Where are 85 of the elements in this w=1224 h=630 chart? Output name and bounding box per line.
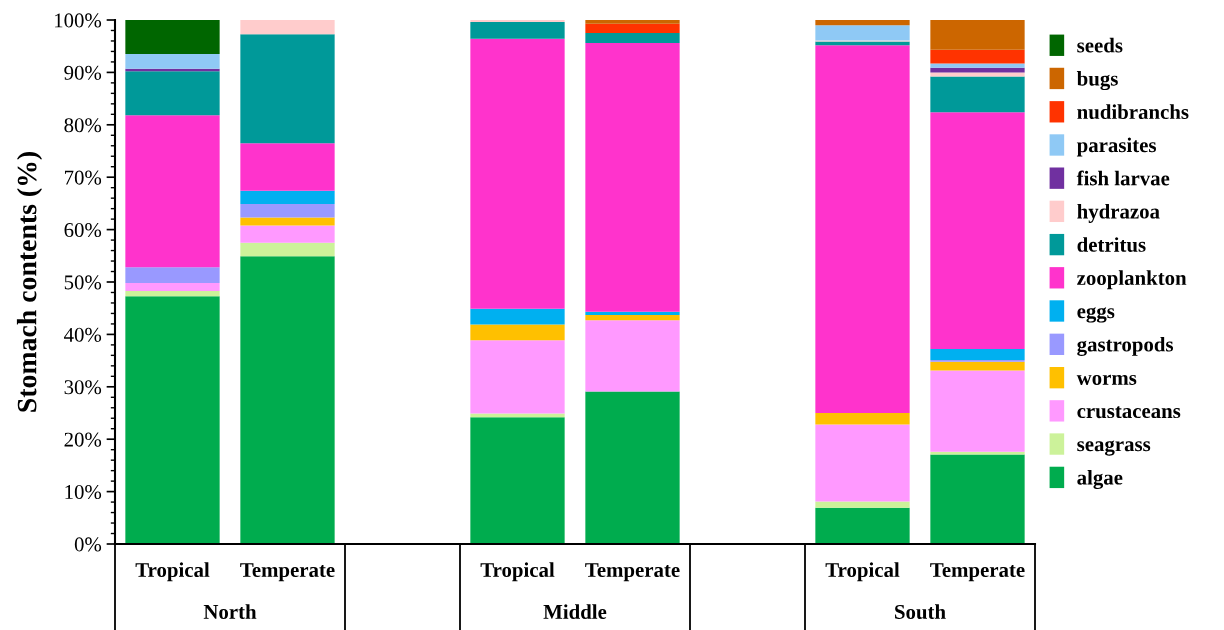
bar bbox=[930, 72, 1025, 77]
legend-label: eggs bbox=[1077, 307, 1115, 323]
x-tick-label: Tropical bbox=[480, 562, 555, 582]
x-tick-label: Tropical bbox=[825, 562, 900, 582]
x-tick-label: Temperate bbox=[240, 563, 335, 582]
bar bbox=[930, 349, 1025, 361]
y-tick-label: 80% bbox=[64, 118, 102, 133]
bar bbox=[585, 311, 680, 316]
bar bbox=[815, 25, 910, 41]
bar bbox=[240, 242, 335, 257]
y-axis-title: Stomach contents (%) bbox=[16, 152, 43, 412]
legend-label: detritus bbox=[1077, 237, 1146, 252]
legend-label: zooplankton bbox=[1077, 270, 1187, 290]
x-tick-label: Tropical bbox=[135, 562, 210, 582]
bar bbox=[585, 315, 680, 321]
bar bbox=[815, 507, 910, 544]
bar bbox=[470, 38, 565, 309]
legend-label: nudibranchs bbox=[1077, 104, 1189, 120]
bar bbox=[470, 22, 565, 39]
bar bbox=[240, 190, 335, 204]
y-tick-label: 10% bbox=[65, 484, 102, 500]
bar bbox=[125, 267, 220, 284]
bar bbox=[240, 34, 335, 144]
x-tick-label: Temperate bbox=[585, 563, 680, 582]
text: North bbox=[203, 604, 257, 619]
legend-label: bugs bbox=[1076, 71, 1118, 91]
y-tick-label: 40% bbox=[64, 327, 102, 342]
bar bbox=[125, 290, 220, 297]
bar bbox=[930, 454, 1025, 544]
y-tick-label: 20% bbox=[64, 432, 102, 447]
legend-label: crustaceans bbox=[1077, 406, 1181, 419]
bar bbox=[125, 54, 220, 69]
y-tick-label: 90% bbox=[64, 65, 102, 80]
bar bbox=[815, 413, 910, 425]
bar bbox=[930, 112, 1025, 350]
y-tick-label: 60% bbox=[64, 222, 102, 238]
bar bbox=[930, 361, 1025, 371]
bar bbox=[470, 324, 565, 341]
bar bbox=[585, 20, 680, 24]
text: Middle bbox=[543, 604, 607, 619]
bar bbox=[470, 20, 565, 23]
legend-label: gastropods bbox=[1077, 336, 1174, 356]
bar bbox=[585, 43, 680, 312]
y-tick-label: 100% bbox=[55, 13, 102, 28]
bar bbox=[470, 340, 565, 414]
bar bbox=[240, 143, 335, 191]
legend-label: fish larvae bbox=[1076, 170, 1170, 186]
legend-label: seeds bbox=[1077, 37, 1123, 53]
bar bbox=[815, 45, 910, 413]
text: South bbox=[895, 604, 946, 619]
legend-label: worms bbox=[1076, 374, 1137, 385]
bar bbox=[815, 20, 910, 26]
bar bbox=[125, 283, 220, 291]
bar bbox=[815, 501, 910, 508]
bar bbox=[585, 320, 680, 392]
bar bbox=[240, 225, 335, 243]
legend-label: parasites bbox=[1076, 137, 1157, 157]
bar bbox=[930, 76, 1025, 113]
bar bbox=[930, 370, 1025, 452]
legend-label: algae bbox=[1077, 469, 1123, 490]
y-tick-label: 0% bbox=[74, 537, 102, 552]
bar bbox=[470, 308, 565, 325]
bar bbox=[585, 23, 680, 34]
legend-label: seagrass bbox=[1077, 440, 1151, 456]
bar bbox=[240, 20, 335, 35]
bar bbox=[125, 20, 220, 55]
y-tick-label: 70% bbox=[64, 170, 102, 185]
bar bbox=[125, 115, 220, 268]
bar bbox=[125, 71, 220, 116]
bar bbox=[125, 296, 220, 544]
bar bbox=[930, 63, 1025, 68]
bar bbox=[585, 33, 680, 44]
bar bbox=[815, 41, 910, 46]
x-tick-label: Temperate bbox=[930, 563, 1025, 582]
bar bbox=[240, 203, 335, 218]
y-tick-label: 50% bbox=[64, 275, 102, 290]
bar bbox=[240, 217, 335, 226]
legend-label: hydrazoa bbox=[1077, 203, 1160, 223]
bar bbox=[930, 20, 1025, 50]
bar bbox=[470, 417, 565, 544]
bar bbox=[930, 49, 1025, 64]
y-tick-label: 30% bbox=[64, 380, 102, 395]
bar bbox=[585, 391, 680, 544]
bar bbox=[815, 424, 910, 502]
bar bbox=[240, 256, 335, 544]
